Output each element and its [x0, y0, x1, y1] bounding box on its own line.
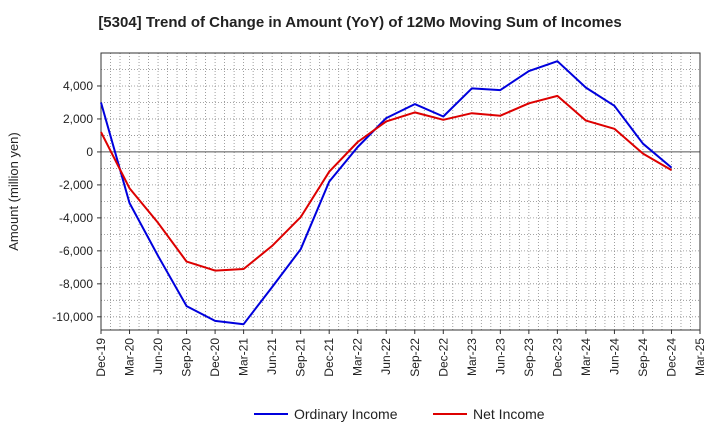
x-tick-label: Jun-23 — [493, 338, 507, 375]
x-tick-label: Sep-23 — [522, 338, 536, 377]
legend-label: Net Income — [473, 406, 545, 422]
y-tick-label: 4,000 — [63, 79, 93, 93]
x-tick-label: Jun-24 — [607, 338, 621, 375]
x-tick-label: Jun-22 — [379, 338, 393, 375]
y-tick-label: 2,000 — [63, 112, 93, 126]
chart-title: [5304] Trend of Change in Amount (YoY) o… — [98, 14, 622, 31]
x-tick-label: Mar-20 — [123, 338, 137, 376]
x-tick-label: Dec-24 — [664, 338, 678, 377]
y-tick-label: -2,000 — [59, 178, 93, 192]
x-tick-label: Sep-24 — [636, 338, 650, 377]
x-tick-label: Sep-21 — [294, 338, 308, 377]
x-tick-label: Mar-21 — [237, 338, 251, 376]
y-tick-label: -10,000 — [52, 310, 93, 324]
y-tick-label: -6,000 — [59, 244, 93, 258]
x-tick-label: Jun-21 — [265, 338, 279, 375]
x-tick-label: Dec-23 — [550, 338, 564, 377]
x-tick-label: Mar-24 — [579, 338, 593, 376]
x-tick-label: Dec-22 — [436, 338, 450, 377]
y-tick-label: 0 — [86, 145, 93, 159]
x-tick-label: Jun-20 — [151, 338, 165, 375]
y-tick-label: -8,000 — [59, 277, 93, 291]
legend-label: Ordinary Income — [294, 406, 398, 422]
y-tick-label: -4,000 — [59, 211, 93, 225]
x-tick-label: Sep-20 — [180, 338, 194, 377]
x-tick-label: Dec-21 — [322, 338, 336, 377]
series-line — [100, 94, 673, 272]
series-line — [100, 60, 673, 326]
x-tick-label: Mar-22 — [351, 338, 365, 376]
x-tick-label: Mar-25 — [693, 338, 707, 376]
x-tick-label: Sep-22 — [408, 338, 422, 377]
plot-area — [101, 53, 700, 330]
x-tick-label: Dec-20 — [208, 338, 222, 377]
y-axis-title: Amount (million yen) — [6, 132, 21, 251]
x-tick-label: Mar-23 — [465, 338, 479, 376]
plot-frame — [100, 52, 701, 331]
x-tick-label: Dec-19 — [94, 338, 108, 377]
